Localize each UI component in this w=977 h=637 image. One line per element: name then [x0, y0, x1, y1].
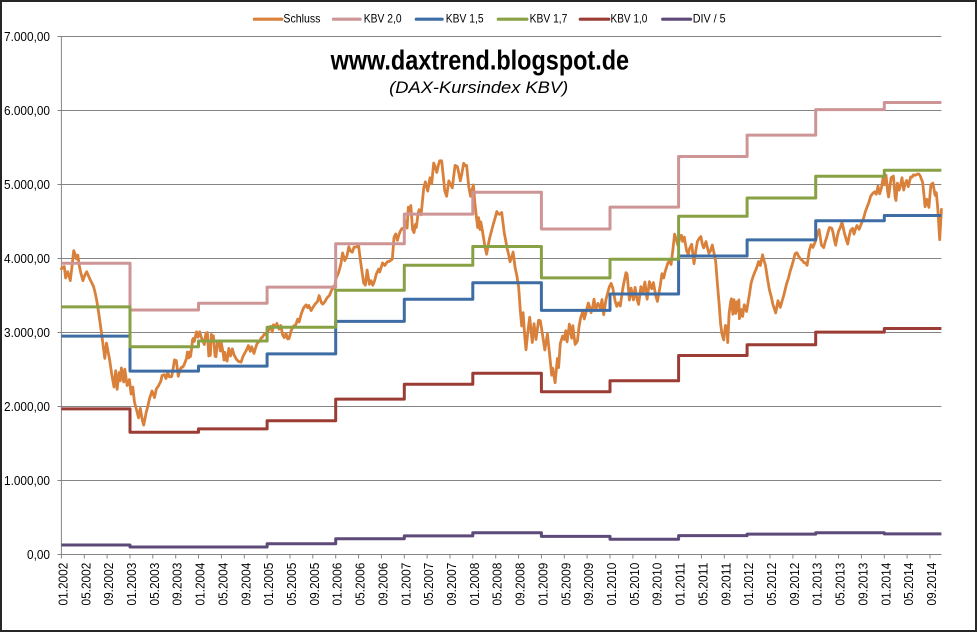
svg-text:2.000,00: 2.000,00	[4, 399, 50, 414]
svg-text:01.2011: 01.2011	[673, 563, 688, 606]
svg-text:KBV 2,0: KBV 2,0	[364, 12, 402, 26]
svg-text:05.2005: 05.2005	[284, 563, 299, 606]
svg-text:KBV 1,7: KBV 1,7	[530, 12, 568, 26]
svg-text:01.2009: 01.2009	[535, 563, 550, 606]
svg-text:DIV / 5: DIV / 5	[693, 12, 726, 26]
svg-text:KBV 1,0: KBV 1,0	[611, 12, 648, 26]
svg-text:01.2014: 01.2014	[878, 563, 893, 606]
svg-text:www.daxtrend.blogspot.de: www.daxtrend.blogspot.de	[330, 45, 629, 76]
svg-text:05.2014: 05.2014	[901, 563, 916, 606]
svg-text:05.2007: 05.2007	[421, 563, 436, 606]
svg-text:09.2008: 09.2008	[513, 563, 528, 606]
svg-text:05.2003: 05.2003	[147, 563, 162, 606]
svg-text:09.2011: 09.2011	[718, 563, 733, 606]
svg-text:01.2012: 01.2012	[741, 563, 756, 606]
svg-text:4.000,00: 4.000,00	[4, 251, 50, 266]
svg-text:05.2002: 05.2002	[78, 563, 93, 606]
svg-text:01.2005: 01.2005	[261, 563, 276, 606]
svg-text:(DAX-Kursindex KBV): (DAX-Kursindex KBV)	[389, 79, 568, 97]
svg-text:09.2004: 09.2004	[238, 563, 253, 606]
svg-text:09.2002: 09.2002	[101, 563, 116, 606]
svg-text:09.2009: 09.2009	[581, 563, 596, 606]
svg-text:01.2004: 01.2004	[193, 563, 208, 606]
svg-text:01.2010: 01.2010	[604, 563, 619, 606]
svg-text:09.2007: 09.2007	[444, 563, 459, 606]
svg-text:05.2009: 05.2009	[558, 563, 573, 606]
svg-text:01.2003: 01.2003	[124, 563, 139, 606]
svg-text:0,00: 0,00	[27, 547, 50, 562]
svg-text:09.2003: 09.2003	[170, 563, 185, 606]
svg-text:05.2004: 05.2004	[215, 563, 230, 606]
svg-text:01.2008: 01.2008	[467, 563, 482, 606]
svg-text:09.2005: 09.2005	[307, 563, 322, 606]
svg-text:3.000,00: 3.000,00	[4, 325, 50, 340]
svg-text:KBV 1,5: KBV 1,5	[446, 12, 484, 26]
svg-text:09.2014: 09.2014	[924, 563, 939, 606]
svg-text:05.2010: 05.2010	[627, 563, 642, 606]
svg-text:7.000,00: 7.000,00	[4, 29, 50, 44]
svg-text:5.000,00: 5.000,00	[4, 177, 50, 192]
svg-text:Schluss: Schluss	[283, 12, 320, 26]
svg-text:6.000,00: 6.000,00	[4, 103, 50, 118]
svg-text:1.000,00: 1.000,00	[4, 473, 50, 488]
svg-text:01.2013: 01.2013	[810, 563, 825, 606]
svg-text:01.2002: 01.2002	[55, 563, 70, 606]
svg-text:05.2013: 05.2013	[833, 563, 848, 606]
svg-text:01.2006: 01.2006	[330, 563, 345, 606]
svg-text:09.2006: 09.2006	[375, 563, 390, 606]
svg-text:05.2008: 05.2008	[490, 563, 505, 606]
svg-text:09.2010: 09.2010	[650, 563, 665, 606]
svg-text:05.2011: 05.2011	[695, 563, 710, 606]
svg-text:09.2012: 09.2012	[787, 563, 802, 606]
svg-text:09.2013: 09.2013	[855, 563, 870, 606]
svg-text:01.2007: 01.2007	[398, 563, 413, 606]
svg-text:05.2012: 05.2012	[764, 563, 779, 606]
svg-text:05.2006: 05.2006	[353, 563, 368, 606]
